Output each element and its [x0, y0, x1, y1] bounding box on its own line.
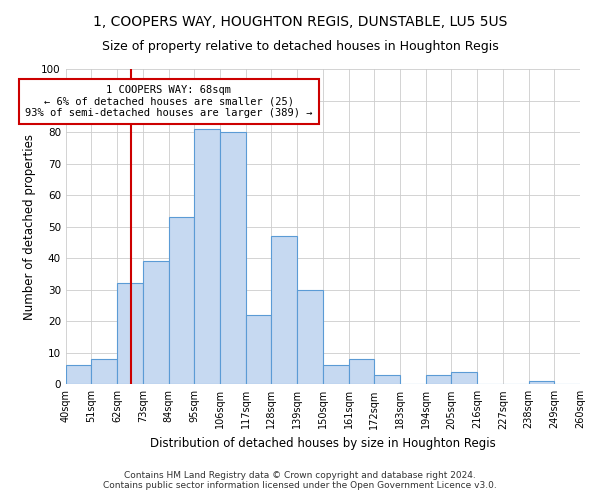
Bar — [349, 359, 374, 384]
Bar — [169, 217, 194, 384]
Bar — [91, 359, 117, 384]
Bar — [143, 262, 169, 384]
Bar — [529, 381, 554, 384]
Bar — [220, 132, 246, 384]
Text: Contains HM Land Registry data © Crown copyright and database right 2024.
Contai: Contains HM Land Registry data © Crown c… — [103, 470, 497, 490]
Text: 1, COOPERS WAY, HOUGHTON REGIS, DUNSTABLE, LU5 5US: 1, COOPERS WAY, HOUGHTON REGIS, DUNSTABL… — [93, 15, 507, 29]
Y-axis label: Number of detached properties: Number of detached properties — [23, 134, 36, 320]
Bar — [426, 375, 451, 384]
X-axis label: Distribution of detached houses by size in Houghton Regis: Distribution of detached houses by size … — [150, 437, 496, 450]
Bar — [271, 236, 297, 384]
Text: Size of property relative to detached houses in Houghton Regis: Size of property relative to detached ho… — [101, 40, 499, 53]
Bar — [297, 290, 323, 384]
Bar — [117, 284, 143, 384]
Bar — [246, 315, 271, 384]
Bar — [323, 366, 349, 384]
Text: 1 COOPERS WAY: 68sqm
← 6% of detached houses are smaller (25)
93% of semi-detach: 1 COOPERS WAY: 68sqm ← 6% of detached ho… — [25, 85, 313, 118]
Bar — [194, 129, 220, 384]
Bar — [66, 366, 91, 384]
Bar — [374, 375, 400, 384]
Bar — [451, 372, 477, 384]
